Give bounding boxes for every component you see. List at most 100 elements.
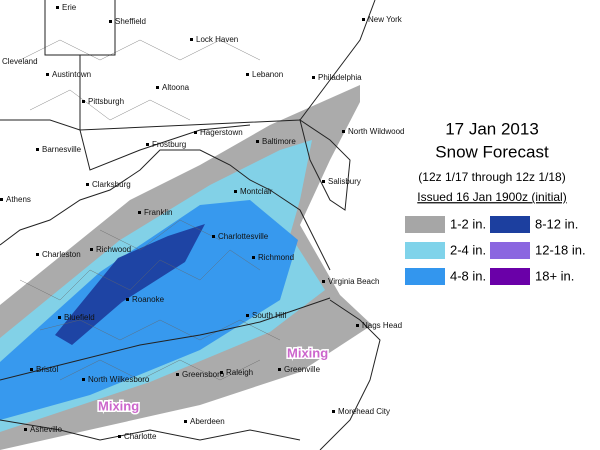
borders [0, 0, 381, 450]
mixing-label: Mixing [98, 398, 139, 413]
city-dot [36, 148, 39, 151]
legend-swatch [490, 242, 530, 259]
city-dot [184, 420, 187, 423]
city-label: Richwood [96, 245, 131, 254]
legend-swatch [405, 268, 445, 285]
city-dot [58, 316, 61, 319]
city-labels: Erie Sheffield New York Cleveland Austintown… [0, 3, 404, 441]
city-label: Clarksburg [92, 180, 131, 189]
city-dot [138, 211, 141, 214]
city-dot [0, 198, 3, 201]
city-dot [24, 428, 27, 431]
city-dot [278, 368, 281, 371]
city-dot [322, 180, 325, 183]
city-label: Barnesville [42, 145, 82, 154]
legend-label: 12-18 in. [535, 242, 586, 257]
city-dot [56, 6, 59, 9]
city-dot [212, 235, 215, 238]
legend-label: 2-4 in. [450, 242, 486, 257]
city-dot [30, 368, 33, 371]
city-dot [109, 20, 112, 23]
city-label: Salisbury [328, 177, 361, 186]
city-label: Bluefield [64, 313, 95, 322]
city-label: Asheville [30, 425, 63, 434]
mixing-label: Mixing [287, 345, 328, 360]
issued: Issued 16 Jan 1900z (initial) [417, 190, 566, 204]
city-dot [146, 143, 149, 146]
city-dot [126, 298, 129, 301]
city-label: Frostburg [152, 140, 186, 149]
snow-band [0, 200, 298, 420]
legend-label: 18+ in. [535, 268, 574, 283]
legend-swatch [405, 216, 445, 233]
city-dot [332, 410, 335, 413]
city-label: Greenville [284, 365, 321, 374]
legend-label: 4-8 in. [450, 268, 486, 283]
period: (12z 1/17 through 12z 1/18) [418, 170, 565, 184]
city-dot [220, 371, 223, 374]
city-label: Nags Head [362, 321, 402, 330]
city-dot [194, 131, 197, 134]
city-label: North Wilkesboro [88, 375, 150, 384]
city-label: Pittsburgh [88, 97, 124, 106]
city-label: Charlotte [124, 432, 157, 441]
city-label: Charlottesville [218, 232, 269, 241]
city-dot [246, 314, 249, 317]
city-dot [46, 73, 49, 76]
city-label: Raleigh [226, 368, 253, 377]
city-label: Lebanon [252, 70, 283, 79]
city-label: Richmond [258, 253, 294, 262]
city-dot [86, 183, 89, 186]
city-dot [156, 86, 159, 89]
city-dot [176, 373, 179, 376]
city-dot [118, 435, 121, 438]
city-label: South Hill [252, 311, 286, 320]
city-dot [82, 100, 85, 103]
city-dot [246, 73, 249, 76]
city-label: Charleston [42, 250, 81, 259]
city-label: Altoona [162, 83, 190, 92]
legend-swatch [490, 268, 530, 285]
legend-swatch [490, 216, 530, 233]
city-label: Roanoke [132, 295, 165, 304]
city-dot [312, 76, 315, 79]
snow-bands [0, 85, 372, 450]
city-label: Cleveland [2, 57, 38, 66]
city-label: Baltimore [262, 137, 296, 146]
legend-swatch [405, 242, 445, 259]
city-dot [190, 38, 193, 41]
city-label: Morehead City [338, 407, 390, 416]
snow-band [55, 224, 205, 345]
legend-label: 1-2 in. [450, 216, 486, 231]
city-dot [234, 190, 237, 193]
date: 17 Jan 2013 [445, 119, 539, 138]
legend-label: 8-12 in. [535, 216, 578, 231]
city-label: Sheffield [115, 17, 146, 26]
city-dot [36, 253, 39, 256]
city-label: Athens [6, 195, 31, 204]
city-label: New York [368, 15, 403, 24]
city-label: North Wildwood [348, 127, 404, 136]
city-dot [90, 248, 93, 251]
city-dot [256, 140, 259, 143]
city-label: Montclair [240, 187, 273, 196]
legend: 1-2 in. 2-4 in. 4-8 in. 8-12 in. 12-18 in. 18… [405, 216, 586, 285]
city-label: Hagerstown [200, 128, 243, 137]
city-dot [82, 378, 85, 381]
city-label: Erie [62, 3, 77, 12]
city-label: Philadelphia [318, 73, 362, 82]
city-dot [252, 256, 255, 259]
city-label: Greensboro [182, 370, 225, 379]
city-label: Lock Haven [196, 35, 238, 44]
city-label: Virginia Beach [328, 277, 379, 286]
city-dot [342, 130, 345, 133]
city-label: Bristol [36, 365, 58, 374]
city-label: Aberdeen [190, 417, 225, 426]
city-label: Austintown [52, 70, 91, 79]
city-dot [362, 18, 365, 21]
city-dot [322, 280, 325, 283]
city-dot [356, 324, 359, 327]
title: Snow Forecast [435, 142, 549, 161]
city-label: Franklin [144, 208, 172, 217]
